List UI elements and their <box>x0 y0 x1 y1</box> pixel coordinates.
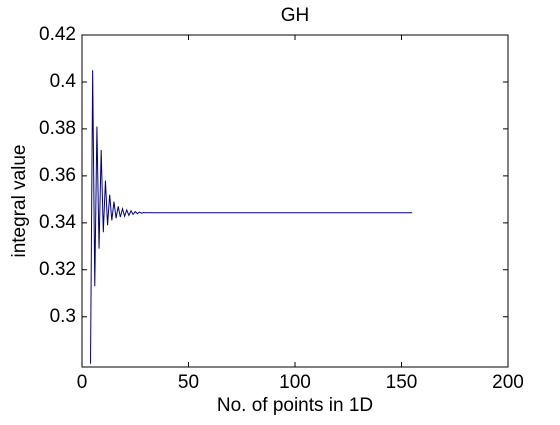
y-tick-label: 0.3 <box>50 306 76 327</box>
x-tick-label: 100 <box>279 372 311 393</box>
y-tick-label: 0.32 <box>39 259 76 280</box>
x-tick-label: 200 <box>492 372 524 393</box>
y-tick-label: 0.36 <box>39 165 76 186</box>
x-tick-label: 150 <box>386 372 418 393</box>
chart-title: GH <box>281 5 310 26</box>
data-line <box>90 70 413 364</box>
y-axis-label: integral value <box>9 144 30 257</box>
x-tick-label: 50 <box>178 372 199 393</box>
y-tick-label: 0.42 <box>39 24 76 45</box>
plot-area <box>81 34 509 368</box>
y-tick-label: 0.34 <box>39 212 76 233</box>
x-tick-label: 0 <box>77 372 88 393</box>
x-axis-label: No. of points in 1D <box>217 395 373 416</box>
y-tick-label: 0.38 <box>39 118 76 139</box>
y-tick-label: 0.4 <box>50 71 77 92</box>
